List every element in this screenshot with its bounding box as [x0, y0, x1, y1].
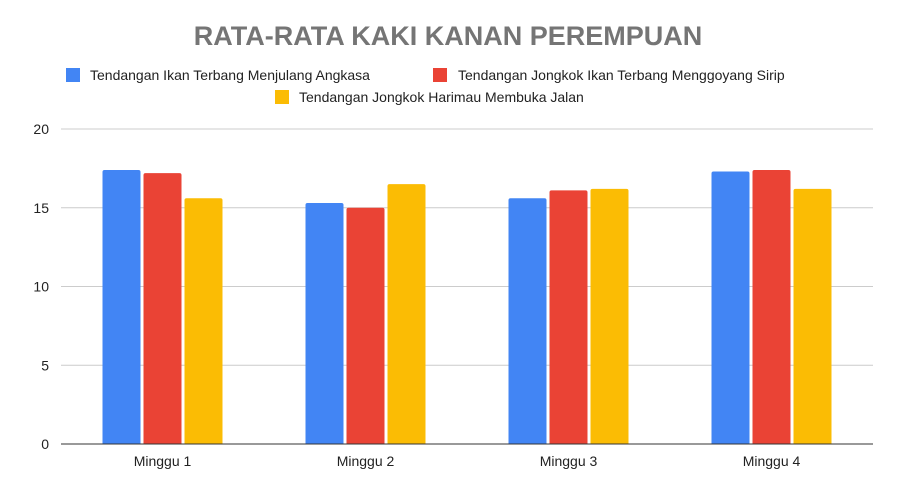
- bar-series-1-category-2: [305, 203, 344, 444]
- bar-series-3-category-3: [590, 188, 629, 444]
- y-axis-ticks: 0 5 10 15 20: [33, 121, 49, 452]
- bar-series-3-category-2: [387, 184, 426, 444]
- y-tick-label: 10: [33, 279, 49, 295]
- x-tick-label: Minggu 2: [337, 453, 395, 469]
- bar-series-2-category-4: [752, 169, 791, 444]
- bar-series-2-category-1: [143, 173, 182, 444]
- bar-series-1-category-3: [508, 198, 547, 444]
- bar-series-1-category-4: [711, 171, 750, 444]
- legend-swatch-series-2: [433, 68, 447, 82]
- legend-label-series-1: Tendangan Ikan Terbang Menjulang Angkasa: [90, 67, 370, 83]
- legend-swatch-series-3: [275, 90, 289, 104]
- x-tick-label: Minggu 4: [743, 453, 801, 469]
- y-tick-label: 0: [41, 436, 49, 452]
- chart-title: RATA-RATA KAKI KANAN PEREMPUAN: [194, 21, 702, 51]
- bar-series-3-category-1: [184, 198, 223, 444]
- grid-lines: [61, 128, 873, 366]
- y-tick-label: 20: [33, 121, 49, 137]
- x-axis-ticks: Minggu 1 Minggu 2 Minggu 3 Minggu 4: [134, 453, 801, 469]
- y-tick-label: 5: [41, 357, 49, 373]
- legend-swatch-series-1: [66, 68, 80, 82]
- legend-label-series-3: Tendangan Jongkok Harimau Membuka Jalan: [299, 89, 584, 105]
- bars: [102, 169, 832, 444]
- bar-series-2-category-3: [549, 190, 588, 444]
- bar-series-2-category-2: [346, 207, 385, 444]
- x-tick-label: Minggu 1: [134, 453, 192, 469]
- x-tick-label: Minggu 3: [540, 453, 598, 469]
- bar-series-3-category-4: [793, 188, 832, 444]
- legend: Tendangan Ikan Terbang Menjulang Angkasa…: [66, 67, 785, 105]
- legend-label-series-2: Tendangan Jongkok Ikan Terbang Menggoyan…: [458, 67, 785, 83]
- bar-series-1-category-1: [102, 169, 141, 444]
- y-tick-label: 15: [33, 200, 49, 216]
